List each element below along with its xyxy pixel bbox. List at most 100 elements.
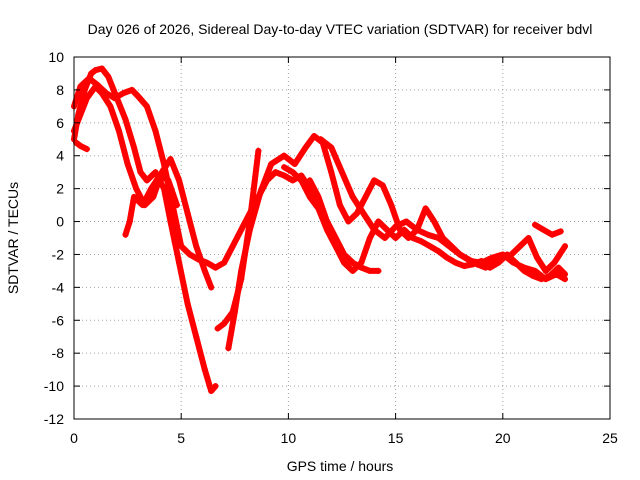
data-point (133, 185, 140, 192)
data-point (349, 267, 356, 274)
series-line-sat-j (306, 177, 356, 266)
y-tick-label: 6 (56, 115, 64, 131)
data-point (375, 267, 382, 274)
data-point (148, 185, 155, 192)
data-point (534, 254, 541, 261)
data-point (111, 95, 118, 102)
data-point (418, 238, 425, 245)
y-tick-label: 8 (56, 82, 64, 98)
data-point (152, 169, 159, 176)
data-point (193, 333, 200, 340)
data-point (478, 259, 485, 266)
data-point (456, 251, 463, 258)
data-point (229, 243, 236, 250)
data-point (323, 218, 330, 225)
data-point (302, 144, 309, 151)
data-point (225, 345, 232, 352)
data-point (557, 228, 564, 235)
chart-title: Day 026 of 2026, Sidereal Day-to-day VTE… (88, 21, 593, 37)
data-point (81, 86, 88, 93)
data-point (379, 182, 386, 189)
data-point (446, 243, 453, 250)
data-point (495, 259, 502, 266)
data-point (176, 177, 183, 184)
data-point (510, 259, 517, 266)
data-point (152, 128, 159, 135)
data-point (150, 193, 157, 200)
data-point (128, 86, 135, 93)
data-point (508, 251, 515, 258)
data-point (521, 264, 528, 271)
data-series-layer (71, 65, 568, 395)
data-point (107, 103, 114, 110)
data-point (306, 193, 313, 200)
data-point (375, 218, 382, 225)
data-point (561, 276, 568, 283)
data-point (435, 248, 442, 255)
data-point (424, 231, 431, 238)
data-point (542, 276, 549, 283)
data-point (124, 160, 131, 167)
data-point (403, 218, 410, 225)
data-point (83, 95, 90, 102)
data-point (529, 272, 536, 279)
data-point (122, 116, 129, 123)
data-point (173, 202, 180, 209)
y-axis-label: SDTVAR / TECUs (5, 182, 21, 294)
data-point (77, 83, 84, 90)
data-point (341, 259, 348, 266)
data-point (143, 103, 150, 110)
data-point (214, 325, 221, 332)
data-point (349, 193, 356, 200)
data-point (193, 243, 200, 250)
data-point (268, 160, 275, 167)
data-point (381, 235, 388, 241)
data-point (212, 264, 219, 271)
data-point (165, 177, 172, 184)
data-point (208, 284, 215, 291)
data-point (531, 221, 538, 228)
data-point (77, 142, 84, 149)
data-point (444, 254, 451, 261)
data-point (139, 202, 146, 209)
series-line-sat-l (532, 221, 564, 238)
data-point (92, 67, 99, 74)
data-point (77, 111, 84, 118)
data-point (516, 243, 523, 250)
data-point (212, 383, 219, 390)
data-point (178, 243, 185, 250)
data-point (553, 271, 560, 278)
data-point (332, 235, 339, 241)
x-axis-label: GPS time / hours (287, 458, 394, 474)
data-point (281, 164, 288, 171)
data-point (414, 226, 421, 233)
data-point (549, 231, 556, 238)
x-axis-ticks: 0 5 10 15 20 25 (70, 57, 618, 446)
y-tick-label: -10 (44, 378, 64, 394)
data-point (422, 205, 429, 212)
y-tick-label: -2 (52, 246, 65, 262)
series-line-sat-c (71, 83, 215, 291)
data-point (167, 218, 174, 225)
x-tick-label: 20 (495, 430, 511, 446)
data-point (161, 185, 168, 192)
plot-frame (73, 56, 611, 420)
data-point (184, 300, 191, 307)
data-point (88, 70, 95, 77)
y-tick-label: -12 (44, 411, 64, 427)
y-tick-label: 10 (48, 49, 64, 65)
data-point (317, 136, 324, 143)
data-point (371, 226, 378, 233)
data-point (86, 75, 93, 82)
data-point (126, 218, 133, 225)
data-point (221, 320, 228, 327)
x-tick-label: 10 (281, 430, 297, 446)
data-point (116, 128, 123, 135)
data-point (306, 177, 313, 184)
data-point (328, 169, 335, 176)
data-point (184, 210, 191, 217)
data-point (98, 65, 105, 72)
x-tick-label: 25 (602, 430, 618, 446)
data-point (257, 188, 264, 195)
